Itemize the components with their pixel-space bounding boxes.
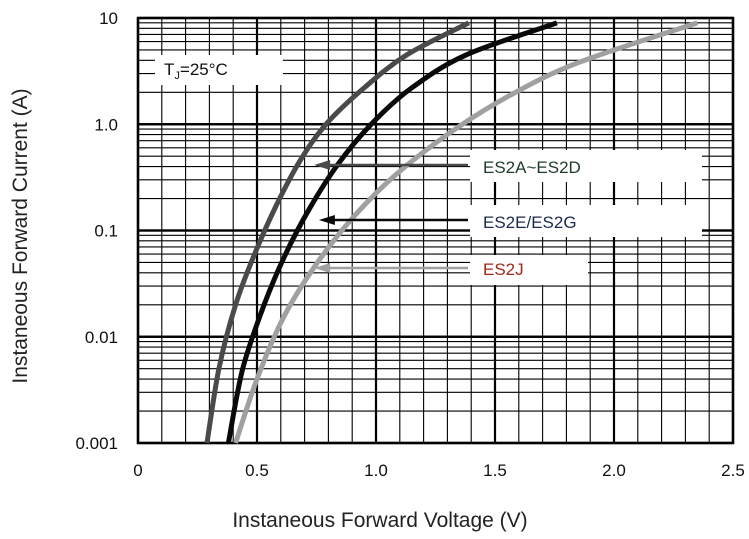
y-tick-label: 1.0	[94, 115, 118, 134]
condition-label-rest: =25°C	[180, 60, 228, 79]
arrow-head	[314, 160, 331, 170]
y-tick-label: 0.1	[94, 222, 118, 241]
condition-label-box	[155, 55, 283, 85]
condition-label-sub: J	[174, 70, 180, 82]
x-axis-label: Instaneous Forward Voltage (V)	[232, 509, 527, 532]
y-tick-label: 0.001	[75, 434, 118, 453]
series-label-box	[470, 205, 702, 237]
x-tick-label: 1.0	[364, 461, 388, 480]
condition-label: TJ=25°C	[164, 60, 228, 82]
y-axis-label: Instaneous Forward Current (A)	[9, 88, 32, 383]
arrow-head	[314, 263, 331, 273]
series-lines	[204, 20, 699, 444]
series-line-3	[233, 20, 699, 444]
x-tick-label: 0.5	[245, 461, 269, 480]
series-label-box	[470, 150, 702, 182]
x-tick-label: 2.5	[721, 461, 745, 480]
x-tick-label: 0	[133, 461, 142, 480]
plot-frame	[136, 16, 735, 445]
series-line-1	[204, 20, 470, 444]
series-label-es2e-es2g: ES2E/ES2G	[483, 213, 577, 232]
x-tick-label: 2.0	[602, 461, 626, 480]
y-tick-labels: 0.001 0.01 0.1 1.0 10	[75, 9, 118, 453]
series-label-box	[470, 255, 588, 285]
y-tick-label: 0.01	[85, 328, 118, 347]
label-boxes	[155, 55, 702, 285]
x-tick-label: 1.5	[483, 461, 507, 480]
y-tick-label: 10	[99, 9, 118, 28]
series-label-es2j: ES2J	[483, 260, 524, 279]
label-arrows	[314, 160, 468, 273]
arrow-head	[318, 215, 335, 225]
series-label-es2a-es2d: ES2A~ES2D	[483, 158, 581, 177]
x-tick-labels: 0 0.5 1.0 1.5 2.0 2.5	[133, 461, 745, 480]
series-line-2	[225, 20, 558, 444]
condition-label-main: T	[164, 60, 174, 79]
